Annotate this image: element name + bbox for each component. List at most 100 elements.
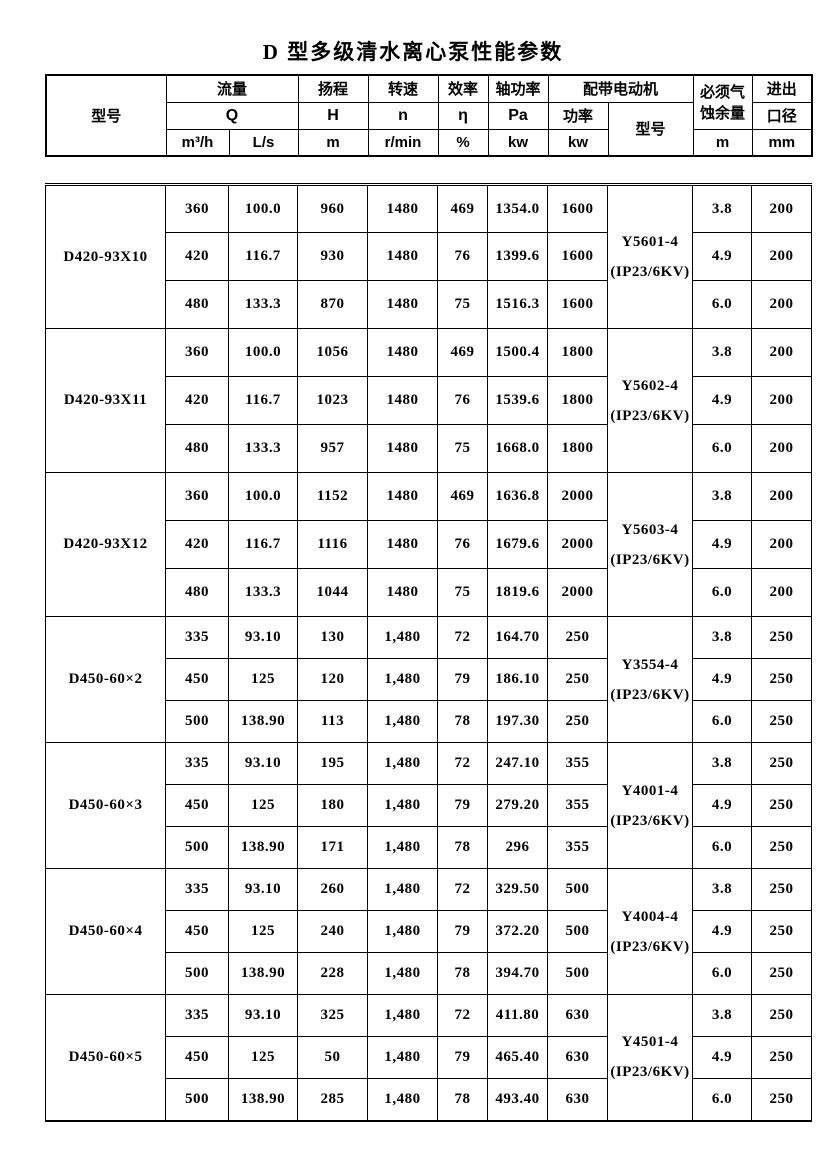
cell-speed: 1480: [367, 184, 438, 233]
cell-motor-power: 2000: [547, 520, 608, 569]
cell-flow-m3h: 360: [165, 472, 229, 521]
table-row: 500 138.90 171 1,480 78 296 355 6.0 250: [46, 826, 812, 869]
cell-flow-ls: 125: [228, 658, 298, 701]
cell-shaft-power: 279.20: [487, 784, 548, 827]
cell-efficiency: 78: [437, 952, 488, 995]
cell-flow-ls: 138.90: [228, 952, 298, 995]
cell-efficiency: 76: [437, 520, 488, 569]
cell-shaft-power: 394.70: [487, 952, 548, 995]
cell-efficiency: 78: [437, 700, 488, 743]
motor-model-line2: (IP23/6KV): [610, 551, 690, 568]
cell-flow-ls: 93.10: [228, 868, 298, 911]
cell-diameter: 250: [751, 742, 812, 785]
table-row: D420-93X11 360 100.0 1056 1480 469 1500.4 1800 Y…: [45, 328, 812, 473]
cell-npsh: 3.8: [692, 868, 752, 911]
col-symbol-head: H: [297, 101, 369, 130]
table-row: 420 116.7 930 1480 76 1399.6 1600 4.9 200: [46, 232, 812, 281]
cell-diameter: 200: [751, 424, 812, 473]
cell-diameter: 200: [751, 568, 812, 617]
cell-flow-m3h: 420: [165, 520, 229, 569]
col-header-speed: 转速: [367, 74, 439, 103]
cell-flow-ls: 133.3: [228, 424, 298, 473]
cell-shaft-power: 197.30: [487, 700, 548, 743]
cell-efficiency: 75: [437, 280, 488, 329]
cell-flow-ls: 138.90: [228, 826, 298, 869]
table-row: 480 133.3 1044 1480 75 1819.6 2000 6.0 200: [46, 568, 812, 617]
cell-flow-m3h: 335: [165, 742, 229, 785]
unit-head: m: [297, 128, 369, 157]
cell-diameter: 200: [751, 376, 812, 425]
cell-shaft-power: 1399.6: [487, 232, 548, 281]
cell-efficiency: 79: [437, 1036, 488, 1079]
cell-speed: 1,480: [367, 616, 438, 659]
cell-head: 870: [297, 280, 368, 329]
col-header-flow: 流量: [165, 74, 299, 103]
table-row: 450 125 180 1,480 79 279.20 355 4.9 250: [46, 784, 812, 827]
cell-speed: 1,480: [367, 658, 438, 701]
cell-diameter: 250: [751, 868, 812, 911]
cell-npsh: 6.0: [692, 952, 752, 995]
table-row: 420 116.7 1116 1480 76 1679.6 2000 4.9 200: [46, 520, 812, 569]
pump-model-cell: D450-60×2: [45, 616, 166, 743]
cell-motor-power: 250: [547, 658, 608, 701]
data-table: D420-93X10 360 100.0 960 1480 469 1354.0 1600 Y5…: [45, 183, 812, 1122]
cell-diameter: 200: [751, 328, 812, 377]
cell-head: 50: [297, 1036, 368, 1079]
cell-shaft-power: 1819.6: [487, 568, 548, 617]
cell-head: 260: [297, 868, 368, 911]
motor-model-line1: Y5602-4: [621, 377, 679, 394]
cell-shaft-power: 247.10: [487, 742, 548, 785]
cell-npsh: 3.8: [692, 184, 752, 233]
cell-motor-power: 1800: [547, 424, 608, 473]
cell-flow-ls: 133.3: [228, 568, 298, 617]
table-row: 450 125 240 1,480 79 372.20 500 4.9 250: [46, 910, 812, 953]
col-header-motor-model: 型号: [607, 101, 694, 157]
cell-diameter: 200: [751, 280, 812, 329]
motor-model-cell: Y5602-4 (IP23/6KV): [607, 328, 693, 473]
pump-model-cell: D450-60×4: [45, 868, 166, 995]
col-header-shaft-power: 轴功率: [487, 74, 549, 103]
cell-flow-ls: 93.10: [228, 994, 298, 1037]
cell-shaft-power: 1354.0: [487, 184, 548, 233]
cell-flow-m3h: 500: [165, 1078, 229, 1121]
cell-npsh: 4.9: [692, 910, 752, 953]
cell-shaft-power: 1500.4: [487, 328, 548, 377]
cell-npsh: 4.9: [692, 376, 752, 425]
col-header-motor: 配带电动机: [547, 74, 694, 103]
cell-speed: 1,480: [367, 1036, 438, 1079]
cell-efficiency: 72: [437, 994, 488, 1037]
cell-motor-power: 500: [547, 868, 608, 911]
cell-diameter: 250: [751, 910, 812, 953]
pump-model-cell: D420-93X12: [45, 472, 166, 617]
cell-motor-power: 1800: [547, 376, 608, 425]
cell-flow-ls: 93.10: [228, 616, 298, 659]
cell-head: 1044: [297, 568, 368, 617]
cell-diameter: 250: [751, 826, 812, 869]
cell-flow-m3h: 335: [165, 994, 229, 1037]
cell-motor-power: 250: [547, 700, 608, 743]
cell-flow-m3h: 500: [165, 700, 229, 743]
cell-shaft-power: 329.50: [487, 868, 548, 911]
cell-flow-ls: 116.7: [228, 376, 298, 425]
header-table: 型号 流量 扬程 转速 效率 轴功率 配带电动机 必须气 蚀余量 进出 Q H …: [45, 74, 814, 157]
table-row: 450 125 50 1,480 79 465.40 630 4.9 250: [46, 1036, 812, 1079]
cell-motor-power: 2000: [547, 568, 608, 617]
cell-speed: 1480: [367, 424, 438, 473]
motor-model-line2: (IP23/6KV): [610, 686, 690, 703]
cell-speed: 1,480: [367, 826, 438, 869]
cell-diameter: 250: [751, 994, 812, 1037]
cell-flow-m3h: 420: [165, 232, 229, 281]
npsh-label-line2: 蚀余量: [700, 105, 746, 123]
table-row: 420 116.7 1023 1480 76 1539.6 1800 4.9 200: [46, 376, 812, 425]
cell-speed: 1480: [367, 328, 438, 377]
cell-npsh: 6.0: [692, 700, 752, 743]
cell-head: 130: [297, 616, 368, 659]
table-row: 480 133.3 957 1480 75 1668.0 1800 6.0 200: [46, 424, 812, 473]
cell-head: 1116: [297, 520, 368, 569]
cell-speed: 1,480: [367, 784, 438, 827]
cell-motor-power: 250: [547, 616, 608, 659]
motor-model-line1: Y4501-4: [621, 1034, 679, 1051]
pump-model-cell: D450-60×3: [45, 742, 166, 869]
cell-motor-power: 1600: [547, 184, 608, 233]
unit-npsh: m: [692, 128, 753, 157]
